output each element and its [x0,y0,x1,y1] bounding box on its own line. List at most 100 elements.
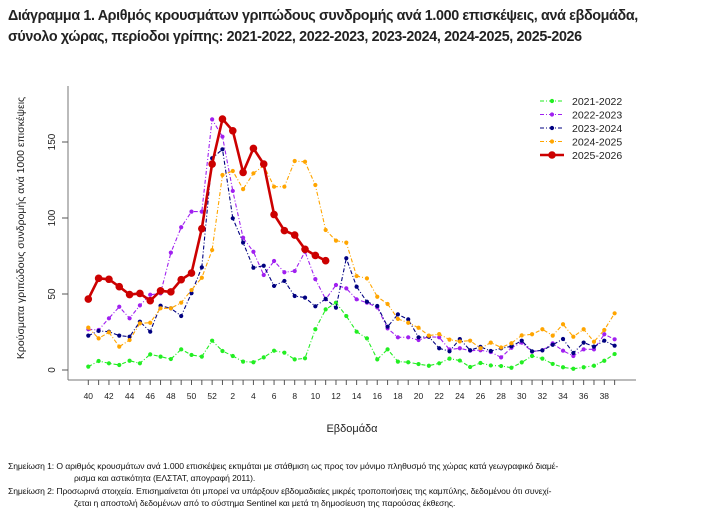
data-point-2023-2024-w15 [364,299,370,304]
data-point-2024-2025-w9 [302,159,308,164]
data-point-2024-2025-w14 [354,273,359,279]
data-point-2022-2023-w43 [117,304,122,309]
data-point-2023-2024-w10 [313,304,318,309]
y-tick-label: 50 [47,288,58,300]
data-point-2023-2024-w23 [447,349,452,354]
data-point-2023-2024-w1 [220,147,225,152]
data-point-2023-2024-w17 [385,324,390,329]
x-tick-label: 22 [434,391,444,401]
data-point-2021-2022-w22 [437,361,442,366]
data-point-2025-2026-w42 [105,275,113,284]
data-point-2024-2025-w24 [457,339,462,344]
data-point-2022-2023-w35 [571,353,576,359]
data-point-2021-2022-w25 [468,364,473,370]
data-point-2024-2025-w44 [127,337,132,343]
legend-swatch-marker [549,98,555,104]
data-point-2024-2025-w25 [468,338,473,343]
data-point-2022-2023-w38 [602,332,607,337]
data-point-2023-2024-w5 [261,263,266,268]
x-tick-label: 8 [292,391,297,401]
data-point-2022-2023-w48 [168,250,173,255]
data-point-2022-2023-w4 [251,249,256,254]
data-point-2025-2026-w50 [187,269,196,277]
chart-title: Διάγραμμα 1. Αριθμός κρουσμάτων γριπώδου… [8,6,708,48]
data-point-2023-2024-w13 [344,256,349,261]
footnote-2-text: Προσωρινά στοιχεία. Επισημαίνεται ότι μπ… [56,485,552,496]
data-point-2021-2022-w45 [137,361,142,366]
data-point-2021-2022-w13 [344,313,349,319]
footnote-2-label: Σημείωση 2: [8,485,55,496]
data-point-2025-2026-w11 [321,256,330,265]
data-point-2024-2025-w31 [529,332,535,337]
data-point-2021-2022-w48 [168,356,173,362]
data-point-2024-2025-w48 [168,306,173,311]
data-point-2024-2025-w49 [179,300,184,305]
data-point-2023-2024-w14 [354,284,359,289]
data-point-2021-2022-w47 [158,354,163,359]
x-tick-label: 34 [558,391,568,401]
data-point-2024-2025-w1 [220,172,225,178]
data-point-2021-2022-w1 [220,348,225,354]
y-tick-label: 0 [47,367,58,373]
data-point-2025-2026-w47 [156,287,165,295]
data-point-2025-2026-w43 [115,282,124,291]
data-point-2023-2024-w51 [199,265,204,270]
legend-item-2025-2026: 2025-2026 [540,150,622,162]
data-point-2021-2022-w17 [385,347,390,352]
data-point-2023-2024-w32 [540,348,545,353]
data-point-2021-2022-w32 [540,356,545,361]
data-point-2021-2022-w4 [251,360,256,365]
data-point-2023-2024-w16 [375,303,380,309]
data-point-2023-2024-w18 [395,312,400,317]
data-point-2024-2025-w26 [478,346,483,351]
data-point-2024-2025-w42 [106,330,112,335]
data-point-2024-2025-w32 [540,327,545,332]
data-point-2024-2025-w16 [375,294,380,299]
data-point-2025-2026-w1 [218,115,227,123]
data-point-2023-2024-w25 [468,348,473,353]
data-point-2022-2023-w13 [344,286,349,291]
data-point-2024-2025-w29 [509,341,514,346]
data-point-2024-2025-w22 [437,332,442,337]
y-axis-label: Κρούσματα γριπώδους συνδρομής ανά 1000 ε… [15,97,27,359]
legend-item-2021-2022: 2021-2022 [540,96,622,108]
legend-label: 2024-2025 [572,136,622,148]
series-2023-2024 [86,147,617,356]
data-point-2021-2022-w28 [499,363,504,369]
x-tick-label: 6 [272,391,277,401]
data-point-2024-2025-w11 [323,227,328,233]
data-point-2022-2023-w51 [199,209,204,214]
footnote-1: Σημείωση 1: Ο αριθμός κρουσμάτων ανά 1.0… [8,460,708,485]
data-point-2021-2022-w39 [612,351,617,357]
x-tick-label: 36 [579,391,589,401]
data-point-2021-2022-w40 [86,364,91,369]
data-point-2023-2024-w33 [550,342,555,347]
data-point-2021-2022-w26 [478,360,483,366]
legend-swatch-marker [549,139,555,144]
data-point-2021-2022-w46 [148,352,153,357]
data-point-2021-2022-w11 [323,307,328,312]
data-point-2024-2025-w6 [271,184,277,189]
data-point-2021-2022-w6 [271,348,277,353]
data-point-2024-2025-w7 [282,184,287,189]
data-point-2022-2023-w24 [457,346,462,351]
data-point-2025-2026-w10 [311,251,320,260]
data-point-2021-2022-w35 [571,366,576,371]
data-point-2023-2024-w39 [612,343,617,348]
data-point-2021-2022-w42 [106,361,112,366]
data-point-2021-2022-w33 [550,361,555,367]
data-point-2022-2023-w52 [210,117,215,122]
data-point-2024-2025-w46 [148,320,153,325]
data-point-2021-2022-w15 [364,336,370,341]
chart-title-line-2: σύνολο χώρας, περίοδοι γρίπης: 2021-2022… [8,29,582,45]
data-point-2025-2026-w46 [146,296,155,305]
data-point-2024-2025-w8 [292,158,297,164]
x-tick-label: 16 [373,391,383,401]
x-tick-label: 30 [517,391,527,401]
footnote-1-label: Σημείωση 1: [8,461,55,471]
data-point-2021-2022-w10 [313,327,318,332]
data-point-2021-2022-w5 [261,355,266,360]
